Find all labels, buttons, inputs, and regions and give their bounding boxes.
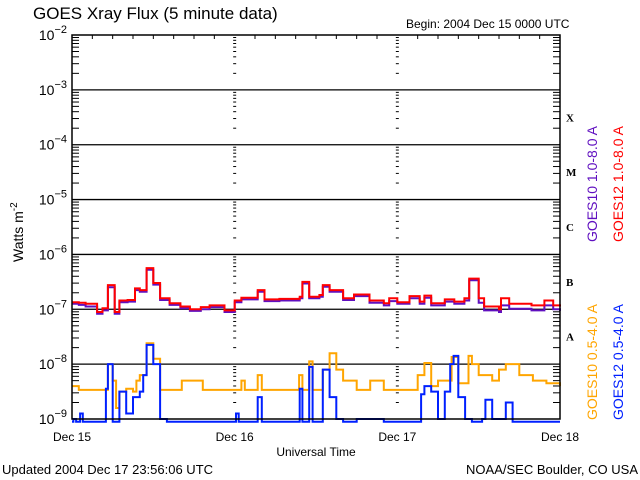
legend: GOES10 1.0-8.0 A GOES12 1.0-8.0 A GOES10 0… bbox=[584, 125, 626, 420]
legend-entry: GOES10 1.0-8.0 A bbox=[584, 125, 600, 242]
x-tick-label: Dec 15 bbox=[53, 430, 91, 444]
y-tick-base: 10 bbox=[39, 301, 55, 317]
flare-class-c: C bbox=[566, 222, 574, 234]
y-tick-base: 10 bbox=[39, 82, 55, 98]
y-tick-label: 10−4 bbox=[39, 134, 67, 153]
y-tick-exp: −8 bbox=[54, 353, 67, 365]
y-tick-base: 10 bbox=[39, 137, 55, 153]
flare-class-b: B bbox=[566, 277, 574, 289]
flare-class-m: M bbox=[566, 167, 577, 179]
plot-frame bbox=[71, 34, 561, 420]
flare-class-x: X bbox=[566, 112, 574, 124]
flare-class-labels: X M C B A bbox=[566, 112, 577, 343]
chart-title: GOES Xray Flux (5 minute data) bbox=[33, 4, 278, 23]
y-axis-label: Watts m-2 bbox=[9, 202, 26, 262]
y-tick-label: 10−2 bbox=[39, 24, 67, 43]
x-tick-label: Dec 17 bbox=[378, 430, 416, 444]
legend-entry: GOES12 0.5-4.0 A bbox=[610, 303, 626, 420]
series-lines bbox=[72, 267, 561, 423]
y-axis-label-text: Watts m bbox=[10, 211, 26, 262]
flare-class-a: A bbox=[566, 332, 574, 344]
y-tick-base: 10 bbox=[39, 27, 55, 43]
credit-label: NOAA/SEC Boulder, CO USA bbox=[466, 462, 638, 477]
y-tick-label: 10−9 bbox=[39, 408, 67, 427]
y-tick-base: 10 bbox=[39, 411, 55, 427]
y-tick-label: 10−8 bbox=[39, 353, 67, 372]
y-tick-exp: −5 bbox=[54, 189, 67, 201]
series-line-goes12-1-0-8-0-a bbox=[72, 267, 561, 313]
y-tick-label: 10−5 bbox=[39, 189, 67, 208]
y-tick-label: 10−7 bbox=[39, 298, 67, 317]
y-tick-label: 10−3 bbox=[39, 79, 67, 98]
y-tick-exp: −2 bbox=[54, 24, 67, 36]
x-tick-labels: Dec 15 Dec 16 Dec 17 Dec 18 bbox=[53, 430, 579, 444]
series-line-goes12-0-5-4-0-a bbox=[72, 343, 560, 423]
y-tick-base: 10 bbox=[39, 246, 55, 262]
y-tick-label: 10−6 bbox=[39, 243, 67, 262]
y-tick-exp: −3 bbox=[54, 79, 67, 91]
y-tick-exp: −7 bbox=[54, 298, 67, 310]
y-axis-label-exp: -2 bbox=[9, 202, 20, 211]
updated-timestamp: Updated 2004 Dec 17 23:56:06 UTC bbox=[2, 462, 213, 477]
x-axis-label: Universal Time bbox=[276, 445, 356, 459]
y-tick-exp: −9 bbox=[54, 408, 67, 420]
y-tick-exp: −6 bbox=[54, 243, 67, 255]
grid bbox=[72, 35, 560, 403]
x-tick-label: Dec 16 bbox=[216, 430, 254, 444]
begin-label: Begin: 2004 Dec 15 0000 UTC bbox=[406, 17, 570, 31]
legend-entry: GOES12 1.0-8.0 A bbox=[610, 125, 626, 242]
svg-text:Watts m-2: Watts m-2 bbox=[9, 202, 26, 262]
y-tick-base: 10 bbox=[39, 192, 55, 208]
y-tick-labels: 10−210−310−410−510−610−710−810−9 bbox=[39, 24, 67, 427]
x-tick-label: Dec 18 bbox=[541, 430, 579, 444]
y-tick-base: 10 bbox=[39, 356, 55, 372]
y-tick-exp: −4 bbox=[54, 134, 67, 146]
legend-entry: GOES10 0.5-4.0 A bbox=[584, 303, 600, 420]
